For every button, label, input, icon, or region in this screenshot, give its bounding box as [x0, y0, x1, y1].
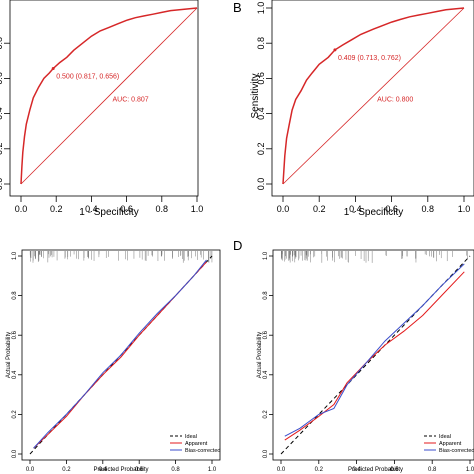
x-tick-label: 0.2 [315, 467, 324, 473]
x-tick-label: 0.2 [62, 467, 71, 473]
plot-frame [21, 249, 221, 461]
legend-label: Ideal [185, 434, 197, 440]
x-tick-label: 0.8 [156, 204, 169, 214]
cutoff-label: 0.409 (0.713, 0.762) [338, 55, 401, 62]
y-tick-label: 0.6 [263, 330, 269, 339]
cutoff-point [51, 67, 55, 71]
y-tick-label: 0.6 [256, 72, 266, 85]
y-tick-label: 0.6 [12, 330, 18, 339]
x-tick-label: 0.6 [135, 467, 144, 473]
legend-label: Bias-corrected [185, 448, 220, 454]
y-tick-label: 0.6 [0, 72, 4, 85]
y-tick-label: 0.2 [256, 143, 266, 156]
x-axis-label: Predicted Probability [93, 467, 148, 473]
plot-frame [272, 249, 474, 461]
y-tick-label: 0.4 [12, 370, 18, 379]
x-tick-label: 0.8 [428, 467, 437, 473]
auc-label: AUC: 0.800 [377, 96, 413, 103]
panel-c: 0.0 0.2 0.4 0.6 0.8 1.0 0.0 0.2 0.4 0.6 0.8 1.0 Pred… [6, 249, 221, 473]
y-tick-label: 1.0 [256, 2, 266, 15]
panel-d: 0.0 0.2 0.4 0.6 0.8 1.0 0.0 0.2 0.4 0.6 0.8 1.0 Pred… [257, 249, 474, 473]
x-tick-label: 1.0 [191, 204, 204, 214]
plot-frame [271, 0, 474, 197]
panel-b: 0.0 0.2 0.4 0.6 0.8 1.0 0.0 0.2 0.4 0.6 0.8 1.0 1 - … [250, 0, 474, 218]
y-axis-label: Actual Probability [6, 332, 12, 378]
auc-label: AUC: 0.807 [113, 96, 149, 103]
reference-diagonal [282, 7, 465, 185]
y-axis-label: Sensitivity [250, 73, 261, 118]
x-tick-label: 0.4 [85, 204, 98, 214]
legend-label: Apparent [185, 441, 208, 447]
roc-curve [282, 7, 465, 185]
y-tick-label: 0.4 [263, 370, 269, 379]
y-tick-label: 0.4 [256, 107, 266, 120]
x-tick-label: 0.0 [26, 467, 35, 473]
panel-label-d: D [233, 238, 242, 253]
x-tick-label: 0.2 [50, 204, 63, 214]
x-tick-label: 0.0 [15, 204, 28, 214]
legend-label: Bias-corrected [439, 448, 474, 454]
cutoff-point [333, 48, 337, 52]
x-tick-label: 0.4 [352, 467, 361, 473]
y-tick-label: 1.0 [12, 251, 18, 260]
y-tick-label: 0.0 [12, 449, 18, 458]
series-bias-corrected [284, 263, 465, 437]
y-tick-label: 0.0 [0, 178, 4, 191]
x-tick-label: 0.0 [277, 204, 290, 214]
x-tick-label: 0.6 [385, 204, 398, 214]
x-tick-label: 1.0 [208, 467, 217, 473]
y-tick-label: 0.8 [263, 291, 269, 300]
roc-curve [20, 7, 198, 185]
x-tick-label: 0.8 [422, 204, 435, 214]
x-tick-label: 0.8 [171, 467, 180, 473]
x-tick-label: 0.2 [313, 204, 326, 214]
x-tick-label: 0.4 [99, 467, 108, 473]
y-tick-label: 0.8 [12, 291, 18, 300]
legend-label: Apparent [439, 441, 462, 447]
legend-label: Ideal [439, 434, 451, 440]
y-tick-label: 0.0 [256, 178, 266, 191]
x-axis-label: 1 - Specificity [79, 207, 138, 218]
series-bias-corrected [33, 259, 207, 449]
x-tick-label: 0.0 [277, 467, 286, 473]
cutoff-label: 0.500 (0.817, 0.656) [56, 74, 119, 81]
y-tick-label: 1.0 [263, 251, 269, 260]
plot-frame [9, 0, 199, 197]
reference-diagonal [20, 7, 198, 185]
y-tick-label: 0.2 [12, 410, 18, 419]
x-axis-label: 1 - Specificity [344, 207, 403, 218]
y-tick-label: 0.0 [263, 449, 269, 458]
y-tick-label: 0.4 [0, 107, 4, 120]
x-tick-label: 0.6 [390, 467, 399, 473]
y-tick-label: 0.2 [263, 410, 269, 419]
x-tick-label: 0.6 [120, 204, 133, 214]
y-axis-label: Actual Probability [257, 332, 263, 378]
panel-a: 0.0 0.2 0.4 0.6 0.8 1.0 0.0 0.2 0.4 0.6 0.8 1 - Spe… [0, 0, 203, 218]
x-tick-label: 1.0 [466, 467, 474, 473]
x-tick-label: 1.0 [458, 204, 471, 214]
x-axis-label: Predicted Probability [348, 467, 403, 473]
y-tick-label: 0.2 [0, 143, 4, 156]
y-tick-label: 0.8 [256, 37, 266, 50]
panel-label-b: B [233, 0, 242, 15]
y-tick-label: 0.8 [0, 37, 4, 50]
x-tick-label: 0.4 [349, 204, 362, 214]
